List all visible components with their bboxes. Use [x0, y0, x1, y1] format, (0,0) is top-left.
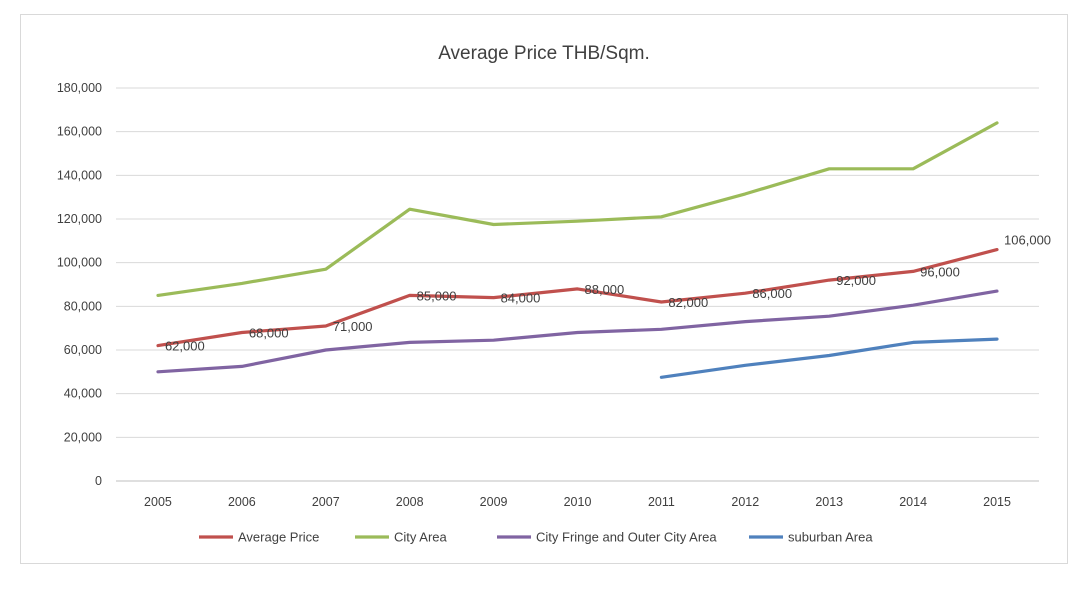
y-tick-label: 60,000 — [64, 343, 102, 357]
y-tick-label: 0 — [95, 474, 102, 488]
chart-frame: Average Price THB/Sqm. 0 20,000 40,000 60,0… — [20, 14, 1068, 564]
legend: Average Price City Area City Fringe and Ou… — [199, 530, 873, 545]
series-line-city-area — [156, 121, 999, 297]
series-line-average-price — [156, 248, 999, 348]
data-label: 82,000 — [668, 295, 708, 310]
y-tick-label: 160,000 — [57, 125, 102, 139]
y-tick-label: 80,000 — [64, 299, 102, 313]
gridlines — [116, 87, 1039, 438]
y-tick-label: 40,000 — [64, 387, 102, 401]
legend-label: City Area — [394, 530, 448, 545]
x-tick-label: 2015 — [983, 495, 1011, 509]
line-chart: Average Price THB/Sqm. 0 20,000 40,000 60,0… — [57, 43, 1051, 545]
data-label: 88,000 — [585, 282, 625, 297]
data-labels: 62,000 68,000 71,000 85,000 84,000 88,000 82,0… — [165, 233, 1051, 354]
y-tick-label: 120,000 — [57, 212, 102, 226]
data-label: 96,000 — [920, 264, 960, 279]
data-label: 71,000 — [333, 319, 373, 334]
x-tick-label: 2010 — [564, 495, 592, 509]
x-tick-label: 2006 — [228, 495, 256, 509]
data-label: 62,000 — [165, 339, 205, 354]
legend-label: City Fringe and Outer City Area — [536, 530, 717, 545]
x-tick-label: 2014 — [899, 495, 927, 509]
data-label: 85,000 — [417, 288, 457, 303]
data-label: 92,000 — [836, 273, 876, 288]
x-tick-label: 2007 — [312, 495, 340, 509]
x-tick-label: 2008 — [396, 495, 424, 509]
y-tick-label: 140,000 — [57, 168, 102, 182]
series-lines — [156, 121, 999, 379]
data-label: 86,000 — [752, 286, 792, 301]
series-line-city-fringe-and-outer-city-area — [156, 289, 999, 374]
x-tick-label: 2012 — [731, 495, 759, 509]
data-label: 68,000 — [249, 326, 289, 341]
x-tick-label: 2005 — [144, 495, 172, 509]
legend-label: Average Price — [238, 530, 319, 545]
x-tick-label: 2011 — [648, 495, 675, 509]
y-tick-label: 100,000 — [57, 256, 102, 270]
axes: 0 20,000 40,000 60,000 80,000 100,000 120,000 1… — [57, 81, 1039, 509]
chart-title: Average Price THB/Sqm. — [438, 43, 650, 64]
series-line-suburban-area — [659, 337, 999, 379]
x-tick-label: 2013 — [815, 495, 843, 509]
legend-label: suburban Area — [788, 530, 873, 545]
data-label: 84,000 — [501, 291, 541, 306]
y-tick-label: 20,000 — [64, 430, 102, 444]
y-tick-label: 180,000 — [57, 81, 102, 95]
data-label: 106,000 — [1004, 233, 1051, 248]
x-tick-label: 2009 — [480, 495, 508, 509]
